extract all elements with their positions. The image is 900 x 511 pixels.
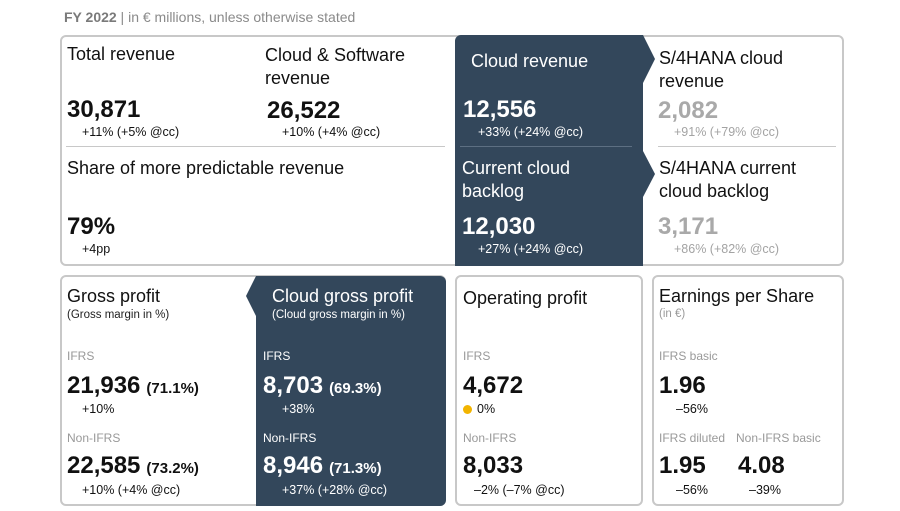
- total-revenue-label: Total revenue: [67, 44, 176, 64]
- cloud-gross-profit-ifrs-change: +38%: [282, 402, 315, 416]
- operating-profit-label: Operating profit: [463, 288, 588, 308]
- eps-basic-tag: IFRS basic: [659, 349, 718, 363]
- predictable-revenue-value: 79%: [67, 213, 116, 240]
- eps-non-ifrs-value: 4.08: [738, 452, 785, 479]
- total-revenue-value: 30,871: [67, 96, 141, 123]
- current-cloud-backlog-label-2: backlog: [462, 181, 525, 201]
- total-revenue-change: +11% (+5% @cc): [82, 125, 180, 139]
- cloud-gross-profit-non-ifrs-row: 8,946 (71.3%): [263, 452, 382, 480]
- cloud-gross-profit-label: Cloud gross profit: [272, 286, 414, 306]
- fiscal-year: FY 2022: [64, 9, 117, 25]
- neutral-dot-icon: [463, 405, 472, 414]
- s4-cloud-revenue-label-2: revenue: [659, 71, 725, 91]
- eps-diluted-change: –56%: [676, 483, 708, 497]
- cloud-gross-profit-ifrs-value: 8,703: [263, 372, 324, 399]
- cloud-software-value: 26,522: [267, 97, 341, 124]
- cloud-gross-profit-non-ifrs-value: 8,946: [263, 452, 324, 479]
- gross-profit-ifrs-margin: (71.1%): [146, 380, 199, 397]
- cloud-revenue-change: +33% (+24% @cc): [478, 125, 584, 139]
- gross-profit-label: Gross profit: [67, 286, 161, 306]
- gross-profit-non-ifrs-change: +10% (+4% @cc): [82, 483, 181, 497]
- eps-diluted-value: 1.95: [659, 452, 706, 479]
- current-cloud-backlog-change: +27% (+24% @cc): [478, 242, 584, 256]
- cloud-gross-profit-ifrs-margin: (69.3%): [329, 380, 382, 397]
- cloud-revenue-value: 12,556: [463, 96, 537, 123]
- divider-left: [66, 146, 445, 147]
- current-cloud-backlog-label-1: Current cloud: [462, 158, 571, 178]
- cloud-revenue-notch: [643, 35, 655, 197]
- eps-card: [652, 275, 844, 506]
- cloud-gross-profit-non-ifrs-tag: Non-IFRS: [263, 431, 317, 445]
- operating-profit-ifrs-change-row: 0%: [463, 402, 495, 416]
- gross-profit-ifrs-row: 21,936 (71.1%): [67, 372, 199, 400]
- eps-basic-value: 1.96: [659, 372, 706, 399]
- eps-label: Earnings per Share: [659, 286, 815, 306]
- cloud-gross-profit-sub: (Cloud gross margin in %): [272, 309, 405, 321]
- eps-basic-change: –56%: [676, 402, 708, 416]
- cloud-revenue-highlight: [455, 35, 643, 266]
- eps-sub: (in €): [659, 308, 686, 320]
- cloud-gross-profit-non-ifrs-margin: (71.3%): [329, 460, 382, 477]
- revenue-card: [60, 35, 844, 266]
- report-header: FY 2022 | in € millions, unless otherwis…: [64, 9, 355, 25]
- predictable-revenue-change: +4pp: [82, 242, 111, 256]
- operating-profit-ifrs-tag: IFRS: [463, 349, 491, 363]
- gross-profit-non-ifrs-row: 22,585 (73.2%): [67, 452, 199, 480]
- gross-profit-sub: (Gross margin in %): [67, 309, 170, 321]
- divider-dark: [460, 146, 632, 147]
- units-note: | in € millions, unless otherwise stated: [116, 9, 356, 25]
- cloud-software-label-1: Cloud & Software: [265, 45, 406, 65]
- s4-cloud-revenue-change: +91% (+79% @cc): [674, 125, 780, 139]
- gross-profit-ifrs-tag: IFRS: [67, 349, 95, 363]
- s4-cloud-revenue-value: 2,082: [658, 97, 719, 124]
- cloud-gross-profit-ifrs-tag: IFRS: [263, 349, 291, 363]
- eps-diluted-tag: IFRS diluted: [659, 431, 726, 445]
- cloud-software-label-2: revenue: [265, 68, 331, 88]
- s4-cloud-revenue-label-1: S/4HANA cloud: [659, 48, 784, 68]
- s4-backlog-label-2: cloud backlog: [659, 181, 770, 201]
- current-cloud-backlog-value: 12,030: [462, 213, 536, 240]
- operating-profit-card: [455, 275, 643, 506]
- s4-backlog-value: 3,171: [658, 213, 719, 240]
- operating-profit-non-ifrs-tag: Non-IFRS: [463, 431, 517, 445]
- gross-profit-ifrs-value: 21,936: [67, 372, 141, 399]
- divider-right: [658, 146, 836, 147]
- gross-profit-non-ifrs-margin: (73.2%): [146, 460, 199, 477]
- operating-profit-ifrs-change: 0%: [477, 402, 496, 416]
- gross-profit-ifrs-change: +10%: [82, 402, 115, 416]
- eps-non-ifrs-tag: Non-IFRS basic: [736, 431, 821, 445]
- s4-backlog-label-1: S/4HANA current: [659, 158, 797, 178]
- cloud-gross-profit-ifrs-row: 8,703 (69.3%): [263, 372, 382, 400]
- operating-profit-ifrs-value: 4,672: [463, 372, 524, 399]
- predictable-revenue-label: Share of more predictable revenue: [67, 158, 345, 178]
- eps-non-ifrs-change: –39%: [749, 483, 781, 497]
- operating-profit-non-ifrs-value: 8,033: [463, 452, 524, 479]
- gross-profit-non-ifrs-value: 22,585: [67, 452, 141, 479]
- cloud-gross-profit-non-ifrs-change: +37% (+28% @cc): [282, 483, 388, 497]
- cloud-software-change: +10% (+4% @cc): [282, 125, 381, 139]
- cloud-revenue-label: Cloud revenue: [471, 51, 589, 71]
- cloud-gross-profit-notch: [246, 276, 258, 316]
- cloud-gross-profit-highlight: [256, 276, 446, 506]
- s4-backlog-change: +86% (+82% @cc): [674, 242, 780, 256]
- gross-profit-non-ifrs-tag: Non-IFRS: [67, 431, 121, 445]
- operating-profit-non-ifrs-change: –2% (–7% @cc): [474, 483, 565, 497]
